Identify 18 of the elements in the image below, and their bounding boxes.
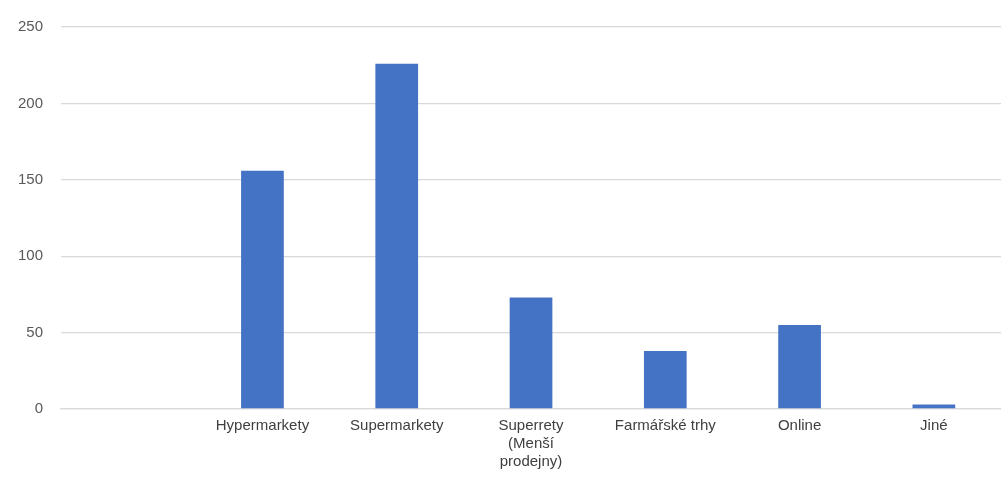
y-tick-label: 150	[18, 169, 44, 187]
bar	[643, 350, 687, 409]
x-tick-label: Jiné	[920, 416, 948, 434]
x-tick-label: Supermarkety	[350, 416, 444, 434]
x-tick-label: Farmářské trhy	[614, 416, 717, 434]
bar	[778, 324, 821, 409]
y-tick-label: 100	[18, 246, 44, 264]
x-tick-label: Online	[777, 416, 822, 434]
bar	[912, 404, 956, 409]
y-tick-label: 50	[26, 322, 44, 340]
y-tick-label: 200	[18, 93, 44, 111]
bar	[375, 63, 419, 409]
y-tick-label: 250	[18, 17, 44, 35]
bar	[241, 170, 284, 409]
x-tick-label: Superrety (Menší prodejny)	[498, 416, 565, 470]
bar	[509, 297, 553, 409]
x-tick-label: Hypermarkety	[215, 416, 310, 434]
y-tick-label: 0	[34, 399, 44, 417]
